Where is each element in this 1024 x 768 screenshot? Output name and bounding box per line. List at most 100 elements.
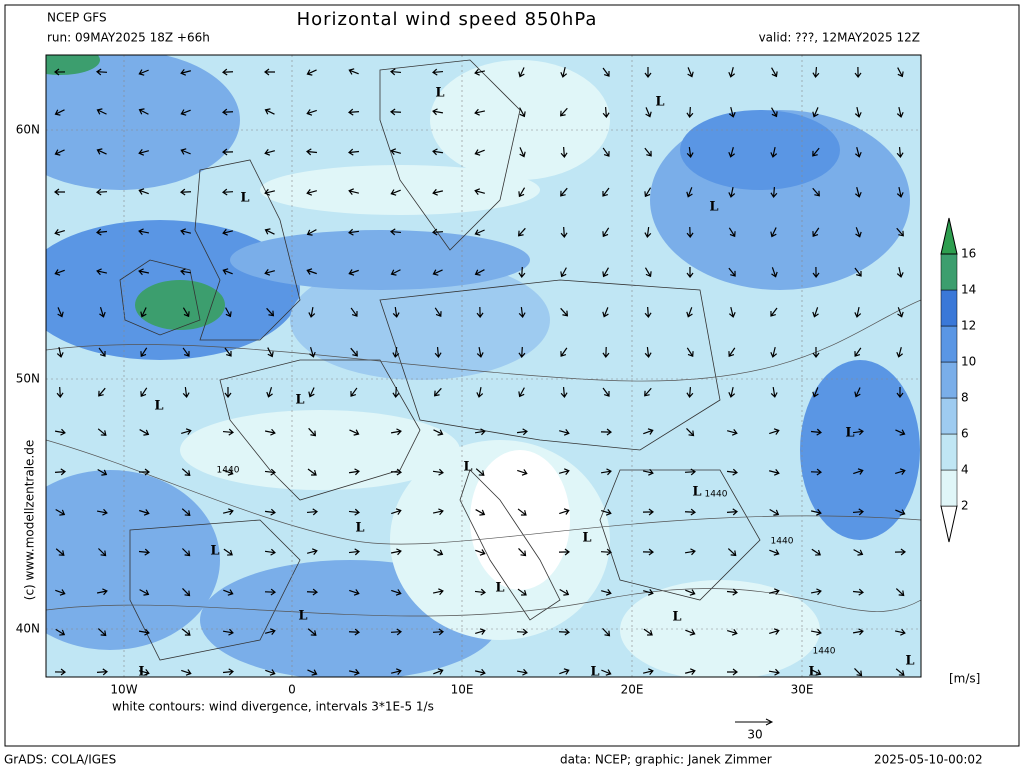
wind-arrow bbox=[139, 669, 150, 676]
wind-arrow bbox=[600, 548, 612, 556]
wind-arrow bbox=[601, 509, 612, 516]
wind-arrow bbox=[769, 468, 780, 476]
wind-arrow bbox=[307, 548, 318, 556]
wind-arrow bbox=[559, 508, 570, 515]
low-marker: L bbox=[240, 191, 249, 206]
model: NCEP GFS bbox=[47, 11, 107, 25]
wind-arrow bbox=[770, 227, 777, 238]
wind-arrow bbox=[307, 669, 318, 676]
wind-arrow bbox=[306, 508, 318, 516]
wind-arrow bbox=[98, 548, 107, 557]
wind-arrow bbox=[558, 628, 570, 636]
wind-arrow bbox=[56, 386, 64, 398]
wind-arrow bbox=[560, 267, 567, 278]
wind-arrow bbox=[519, 147, 526, 158]
wind-arrow bbox=[390, 428, 402, 436]
wind-arrow bbox=[518, 187, 526, 198]
wind-arrow bbox=[600, 428, 612, 436]
wind-arrow bbox=[685, 589, 696, 596]
low-marker: L bbox=[210, 544, 219, 559]
wind-arrow bbox=[390, 189, 401, 196]
wind-arrow bbox=[769, 428, 780, 435]
wind-arrow bbox=[853, 549, 864, 556]
wind-arrow bbox=[686, 347, 694, 358]
wind-arrow bbox=[852, 428, 864, 436]
colorbar-segment bbox=[940, 253, 958, 291]
wind-arrow bbox=[222, 68, 234, 76]
colorbar-tick-label: 8 bbox=[961, 391, 969, 405]
wind-arrow bbox=[307, 468, 317, 476]
wind-arrow bbox=[560, 347, 568, 357]
colorbar-segment bbox=[940, 433, 958, 471]
wind-arrow bbox=[768, 668, 780, 676]
wind-arrow bbox=[728, 386, 736, 398]
wind-arrow bbox=[55, 548, 65, 556]
wind-arrow bbox=[726, 468, 738, 476]
wind-arrow bbox=[140, 387, 148, 398]
wind-arrow bbox=[97, 628, 107, 637]
height-label: 1440 bbox=[705, 490, 728, 500]
wind-arrow bbox=[602, 147, 610, 157]
wind-arrow bbox=[644, 346, 652, 358]
wind-arrow bbox=[181, 628, 191, 636]
wind-arrow bbox=[432, 108, 444, 116]
wind-arrow bbox=[474, 588, 486, 596]
wind-arrow bbox=[602, 267, 609, 278]
wind-arrow bbox=[222, 228, 234, 236]
low-marker: L bbox=[845, 426, 854, 441]
wind-arrow bbox=[727, 548, 737, 557]
wind-arrow bbox=[602, 187, 610, 197]
colorbar: 2 4 6 8 10 12 14 16 bbox=[940, 217, 976, 543]
wind-arrow bbox=[560, 146, 568, 158]
coastlines bbox=[119, 59, 761, 661]
wind-arrow bbox=[602, 627, 611, 637]
low-markers: L L L L L L L L L L L L L L L L L L L bbox=[138, 86, 914, 680]
software: GrADS: COLA/IGES bbox=[4, 753, 116, 767]
timestamp: 2025-05-10-00:02 bbox=[874, 753, 983, 767]
low-marker: L bbox=[692, 485, 701, 500]
height-contours bbox=[46, 299, 921, 617]
map-border bbox=[45, 54, 922, 678]
wind-arrow bbox=[390, 68, 402, 76]
wind-arrow bbox=[474, 149, 485, 156]
wind-arrow bbox=[139, 429, 150, 436]
wind-arrow bbox=[97, 428, 107, 436]
wind-arrow bbox=[644, 226, 652, 238]
wind-arrow bbox=[54, 109, 65, 116]
wind-arrow bbox=[54, 468, 66, 476]
low-marker: L bbox=[298, 609, 307, 624]
lat-label: 50N bbox=[16, 372, 40, 386]
wind-arrow bbox=[138, 268, 150, 276]
wind-arrow bbox=[686, 266, 694, 278]
wind-arrow bbox=[309, 347, 316, 358]
wind-arrow bbox=[518, 306, 526, 318]
wind-arrow bbox=[307, 628, 317, 636]
wind-arrow bbox=[812, 266, 820, 278]
wind-arrow bbox=[138, 188, 149, 195]
wind-arrow bbox=[475, 628, 486, 635]
wind-arrow bbox=[601, 669, 612, 676]
wind-arrow bbox=[182, 347, 190, 357]
wind-arrow bbox=[643, 428, 654, 435]
wind-arrow bbox=[560, 307, 569, 317]
wind-arrow bbox=[559, 429, 570, 436]
wind-arrow bbox=[726, 668, 738, 676]
wind-arrow bbox=[684, 508, 696, 516]
wind-arrow bbox=[138, 548, 150, 556]
wind-arrow bbox=[266, 387, 273, 398]
low-marker: L bbox=[138, 665, 147, 680]
low-marker: L bbox=[154, 399, 163, 414]
wind-arrow bbox=[222, 108, 234, 116]
colorbar-segment bbox=[940, 289, 958, 327]
low-marker: L bbox=[709, 200, 718, 215]
wind-arrow bbox=[894, 548, 906, 556]
wind-arrow bbox=[222, 148, 234, 156]
wind-arrow bbox=[642, 468, 654, 476]
wind-arrow bbox=[391, 668, 402, 676]
wind-arrow bbox=[222, 628, 234, 636]
wind-arrow bbox=[812, 227, 820, 237]
wind-arrow bbox=[308, 306, 316, 318]
wind-arrow bbox=[264, 548, 276, 556]
wind-arrow bbox=[517, 508, 527, 516]
wind-arrow bbox=[55, 589, 66, 596]
